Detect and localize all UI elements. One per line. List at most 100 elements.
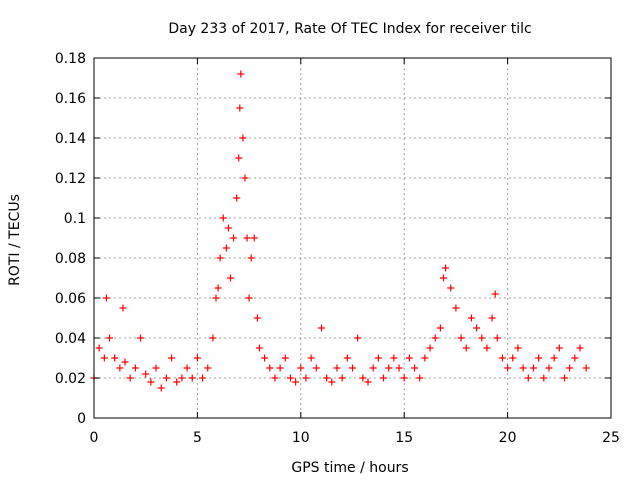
y-tick-label: 0.16 (55, 91, 86, 107)
data-point (266, 364, 274, 372)
x-axis-label: GPS time / hours (291, 460, 408, 476)
y-tick-label: 0 (77, 411, 86, 427)
data-point (102, 294, 110, 302)
data-point (390, 354, 398, 362)
data-point (116, 364, 124, 372)
data-point (416, 374, 424, 382)
data-point (193, 354, 201, 362)
data-point (255, 344, 263, 352)
data-point (307, 354, 315, 362)
data-point (473, 324, 481, 332)
data-point (121, 358, 129, 366)
data-point (524, 374, 532, 382)
data-point (457, 334, 465, 342)
data-point (582, 364, 590, 372)
data-point (297, 364, 305, 372)
y-tick-label: 0.06 (55, 291, 86, 307)
x-tick-label: 10 (292, 430, 310, 446)
x-tick-label: 5 (193, 430, 202, 446)
data-point (535, 354, 543, 362)
data-point (183, 364, 191, 372)
data-point (168, 354, 176, 362)
y-axis-ticks: 0 0.02 0.04 0.06 0.08 0.1 0.12 0.14 0.16 0.18 (55, 51, 611, 427)
plot-frame (93, 57, 612, 419)
data-point (162, 374, 170, 382)
data-point (152, 364, 160, 372)
data-point (462, 344, 470, 352)
data-point (483, 344, 491, 352)
data-point (147, 378, 155, 386)
data-point (519, 364, 527, 372)
data-point (560, 374, 568, 382)
y-tick-label: 0.18 (55, 51, 86, 67)
data-point (571, 354, 579, 362)
data-point (271, 374, 279, 382)
data-point (204, 364, 212, 372)
y-tick-label: 0.02 (55, 371, 86, 387)
data-point (369, 364, 377, 372)
data-point (222, 244, 230, 252)
data-point (173, 378, 181, 386)
data-point (452, 304, 460, 312)
data-point (354, 334, 362, 342)
data-point (529, 364, 537, 372)
data-point (374, 354, 382, 362)
data-point (243, 234, 251, 242)
data-point (545, 364, 553, 372)
data-point (119, 304, 127, 312)
data-point (178, 374, 186, 382)
data-point (237, 70, 245, 78)
y-tick-label: 0.14 (55, 131, 86, 147)
data-point (509, 354, 517, 362)
data-point (247, 254, 255, 262)
data-point (349, 364, 356, 372)
data-point (566, 364, 574, 372)
data-point (209, 334, 217, 342)
y-axis-label: ROTI / TECUs (7, 194, 23, 286)
data-point (576, 344, 584, 352)
data-point (405, 354, 413, 362)
data-point (137, 334, 145, 342)
data-point (312, 364, 320, 372)
data-point (239, 134, 247, 142)
data-point (447, 284, 455, 292)
data-point (219, 214, 227, 222)
data-point (233, 194, 241, 202)
data-point (343, 354, 351, 362)
data-point (131, 364, 139, 372)
grid-lines (94, 58, 611, 418)
data-point (157, 384, 165, 392)
data-point (421, 354, 429, 362)
data-point (214, 284, 222, 292)
x-axis-ticks: 0 5 10 15 20 25 (90, 58, 620, 446)
data-point (328, 378, 336, 386)
data-point (431, 334, 439, 342)
data-point (555, 344, 563, 352)
data-point (281, 354, 289, 362)
data-point (302, 374, 310, 382)
data-point (245, 294, 253, 302)
data-point (395, 364, 403, 372)
data-point (142, 370, 150, 378)
data-point (276, 364, 284, 372)
data-point (467, 314, 475, 322)
data-point (111, 354, 119, 362)
data-point (550, 354, 558, 362)
data-point (338, 374, 346, 382)
data-point (504, 364, 512, 372)
data-point (95, 344, 103, 352)
y-tick-label: 0.12 (55, 171, 86, 187)
data-point (226, 274, 234, 282)
data-point (100, 354, 108, 362)
data-point (493, 334, 501, 342)
data-point (286, 374, 294, 382)
data-point (491, 290, 499, 298)
data-point (439, 274, 447, 282)
data-point (514, 344, 522, 352)
data-point (364, 378, 372, 386)
data-point (292, 378, 300, 386)
data-point (261, 354, 269, 362)
data-points (90, 70, 590, 392)
y-tick-label: 0.1 (64, 211, 86, 227)
